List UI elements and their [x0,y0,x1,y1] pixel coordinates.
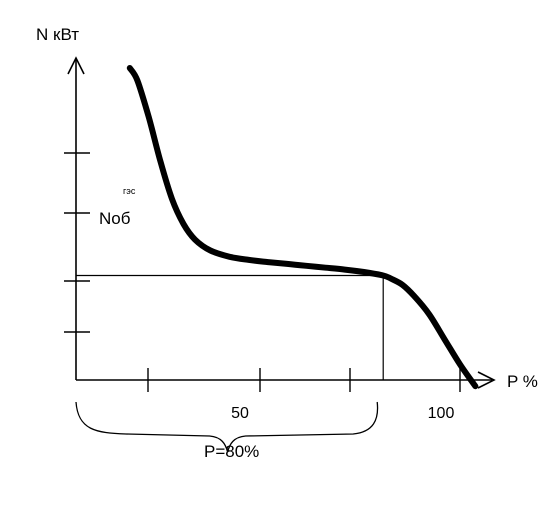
x-ticks [147,368,461,392]
x-tick-label: 100 [428,405,455,422]
level-label: Nоб [99,209,131,228]
duration-curve [126,65,479,390]
x-tick-label: 50 [231,405,249,422]
probability-brace [75,401,379,453]
level-superscript: гэс [123,186,136,196]
y-axis-arrow [67,56,85,75]
x-axis-arrow [477,371,496,389]
brace-label: P=80% [204,442,259,461]
axes [67,56,496,389]
x-tick-labels: 50 100 [231,405,454,422]
y-ticks [64,152,90,333]
x-axis-label: P % [507,372,538,391]
y-axis-label: N кВт [36,25,79,44]
